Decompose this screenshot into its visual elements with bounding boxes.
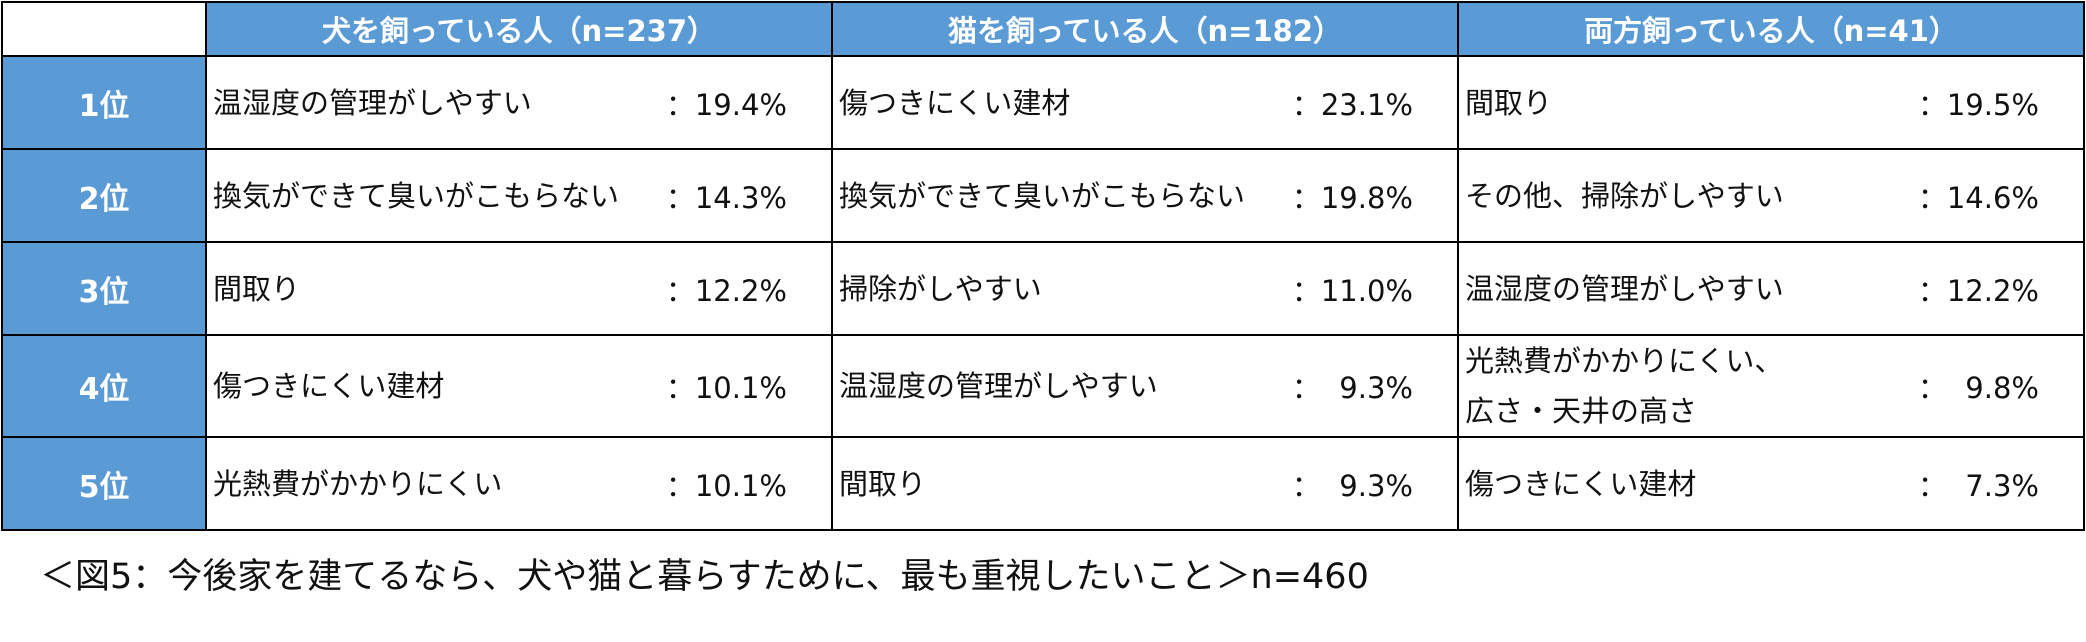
rank-label: 4位: [1, 334, 207, 438]
cell-dog-owners: 温湿度の管理がしやすい ：19.4%: [205, 55, 833, 150]
item-label: 換気ができて臭いがこもらない: [839, 171, 1245, 221]
table-row: 2位 換気ができて臭いがこもらない ：14.3% 換気ができて臭いがこもらない ：19.…: [1, 148, 2085, 243]
item-label-line: 換気ができて臭いがこもらない: [839, 178, 1246, 213]
item-value: ：10.1%: [665, 468, 787, 503]
item-label-line: 換気ができて臭いがこもらない: [213, 178, 620, 213]
item-label: 光熱費がかかりにくい、 広さ・天井の高さ: [1465, 336, 1783, 436]
item-label: 温湿度の管理がしやすい: [1465, 264, 1784, 314]
item-label-line: その他、掃除がしやすい: [1465, 178, 1784, 213]
item-label-line: 間取り: [213, 271, 301, 306]
item-value: ：10.1%: [665, 371, 787, 405]
cell-cat-owners: 温湿度の管理がしやすい ： 9.3%: [831, 334, 1459, 438]
item-value: ：14.6%: [1917, 180, 2039, 215]
item-label: その他、掃除がしやすい: [1465, 171, 1784, 221]
item-label-line: 温湿度の管理がしやすい: [213, 85, 532, 120]
table-row: 5位 光熱費がかかりにくい ：10.1% 間取り ： 9.3% 傷つきにくい建材 ： 7.3…: [1, 436, 2085, 531]
cell-both-owners: 光熱費がかかりにくい、 広さ・天井の高さ ： 9.8%: [1457, 334, 2085, 438]
table-row: 3位 間取り ：12.2% 掃除がしやすい ：11.0% 温湿度の管理がしやすい ：12.2…: [1, 241, 2085, 336]
item-label: 間取り: [213, 264, 300, 314]
cell-both-owners: 間取り ：19.5%: [1457, 55, 2085, 150]
item-value: ：19.8%: [1291, 180, 1413, 215]
column-header-cat-owners: 猫を飼っている人（n=182）: [831, 1, 1459, 57]
item-label: 温湿度の管理がしやすい: [213, 78, 532, 128]
item-value: ：12.2%: [1917, 273, 2039, 308]
rank-label: 1位: [1, 55, 207, 150]
item-value: ： 9.3%: [1291, 371, 1413, 405]
item-label-line: 温湿度の管理がしやすい: [839, 369, 1158, 403]
item-value: ： 7.3%: [1917, 468, 2039, 503]
item-label: 間取り: [1465, 78, 1552, 128]
header-row: 犬を飼っている人（n=237） 猫を飼っている人（n=182） 両方飼っている人…: [1, 1, 2085, 57]
item-label-line: 温湿度の管理がしやすい: [1465, 271, 1784, 306]
item-label: 傷つきにくい建材: [213, 361, 444, 411]
corner-cell: [1, 1, 207, 57]
ranking-table: 犬を飼っている人（n=237） 猫を飼っている人（n=182） 両方飼っている人…: [1, 1, 2085, 531]
cell-cat-owners: 掃除がしやすい ：11.0%: [831, 241, 1459, 336]
cell-dog-owners: 換気ができて臭いがこもらない ：14.3%: [205, 148, 833, 243]
item-label: 間取り: [839, 459, 926, 509]
item-value: ：11.0%: [1291, 273, 1413, 308]
cell-both-owners: 傷つきにくい建材 ： 7.3%: [1457, 436, 2085, 531]
item-label-line: 傷つきにくい建材: [213, 369, 445, 403]
item-label: 傷つきにくい建材: [1465, 459, 1696, 509]
item-value: ：19.5%: [1917, 87, 2039, 122]
item-label-line: 傷つきにくい建材: [839, 85, 1071, 120]
column-header-dog-owners: 犬を飼っている人（n=237）: [205, 1, 833, 57]
item-label-line: 光熱費がかかりにくい、: [1465, 344, 1784, 378]
cell-cat-owners: 間取り ： 9.3%: [831, 436, 1459, 531]
item-value: ：23.1%: [1291, 87, 1413, 122]
item-label: 温湿度の管理がしやすい: [839, 361, 1158, 411]
item-label-line: 掃除がしやすい: [839, 271, 1042, 306]
rank-label: 5位: [1, 436, 207, 531]
cell-cat-owners: 傷つきにくい建材 ：23.1%: [831, 55, 1459, 150]
item-label: 傷つきにくい建材: [839, 78, 1070, 128]
item-value: ：14.3%: [665, 180, 787, 215]
item-label-line: 広さ・天井の高さ: [1465, 394, 1698, 428]
item-label: 光熱費がかかりにくい: [213, 459, 502, 509]
item-label-line: 光熱費がかかりにくい: [213, 466, 503, 501]
cell-cat-owners: 換気ができて臭いがこもらない ：19.8%: [831, 148, 1459, 243]
cell-both-owners: その他、掃除がしやすい ：14.6%: [1457, 148, 2085, 243]
item-value: ：12.2%: [665, 273, 787, 308]
rank-label: 2位: [1, 148, 207, 243]
cell-dog-owners: 間取り ：12.2%: [205, 241, 833, 336]
item-label-line: 傷つきにくい建材: [1465, 466, 1697, 501]
column-header-both-owners: 両方飼っている人（n=41）: [1457, 1, 2085, 57]
item-value: ： 9.8%: [1917, 371, 2039, 405]
cell-both-owners: 温湿度の管理がしやすい ：12.2%: [1457, 241, 2085, 336]
item-label: 掃除がしやすい: [839, 264, 1042, 314]
rank-label: 3位: [1, 241, 207, 336]
item-value: ：19.4%: [665, 87, 787, 122]
cell-dog-owners: 光熱費がかかりにくい ：10.1%: [205, 436, 833, 531]
table-row: 4位 傷つきにくい建材 ：10.1% 温湿度の管理がしやすい ： 9.3% 光熱費がかかり…: [1, 334, 2085, 438]
item-label-line: 間取り: [839, 466, 927, 501]
item-label-line: 間取り: [1465, 85, 1553, 120]
table-row: 1位 温湿度の管理がしやすい ：19.4% 傷つきにくい建材 ：23.1% 間取り ：19.…: [1, 55, 2085, 150]
item-value: ： 9.3%: [1291, 468, 1413, 503]
item-label: 換気ができて臭いがこもらない: [213, 171, 619, 221]
cell-dog-owners: 傷つきにくい建材 ：10.1%: [205, 334, 833, 438]
figure-caption: ＜図5：今後家を建てるなら、犬や猫と暮らすために、最も重視したいこと＞n=460: [40, 557, 1369, 597]
